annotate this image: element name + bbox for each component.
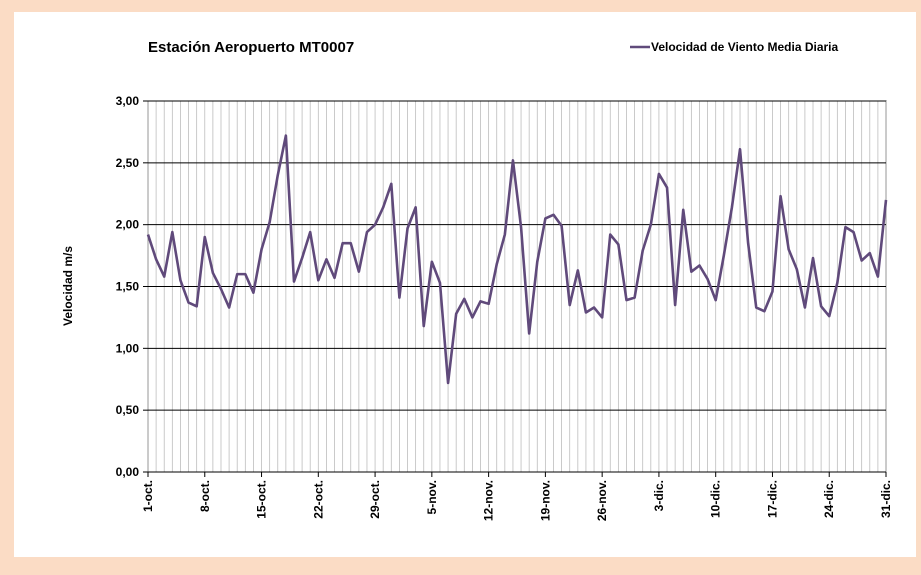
y-tick-label: 1,00 bbox=[116, 341, 140, 355]
y-tick-label: 3,00 bbox=[116, 94, 140, 108]
x-tick-label: 5-nov. bbox=[425, 480, 439, 514]
x-tick-label: 26-nov. bbox=[595, 480, 609, 521]
y-tick-label: 0,00 bbox=[116, 465, 140, 479]
x-tick-label: 10-dic. bbox=[709, 480, 723, 518]
x-tick-label: 17-dic. bbox=[765, 480, 779, 518]
x-tick-label: 31-dic. bbox=[879, 480, 893, 518]
y-tick-label: 0,50 bbox=[116, 403, 140, 417]
chart-title: Estación Aeropuerto MT0007 bbox=[148, 39, 354, 56]
y-tick-label: 2,00 bbox=[116, 218, 140, 232]
x-tick-label: 29-oct. bbox=[368, 480, 382, 519]
x-tick-label: 15-oct. bbox=[255, 480, 269, 519]
x-tick-label: 3-dic. bbox=[652, 480, 666, 511]
x-tick-label: 22-oct. bbox=[311, 480, 325, 519]
x-tick-label: 8-oct. bbox=[198, 480, 212, 512]
x-tick-label: 1-oct. bbox=[141, 480, 155, 512]
x-tick-label: 12-nov. bbox=[482, 480, 496, 521]
y-axis-label: Velocidad m/s bbox=[61, 246, 75, 326]
legend-label: Velocidad de Viento Media Diaria bbox=[651, 40, 838, 54]
x-tick-label: 19-nov. bbox=[538, 480, 552, 521]
y-tick-label: 2,50 bbox=[116, 156, 140, 170]
y-tick-label: 1,50 bbox=[116, 280, 140, 294]
data-line bbox=[146, 134, 888, 385]
x-tick-label: 24-dic. bbox=[822, 480, 836, 518]
